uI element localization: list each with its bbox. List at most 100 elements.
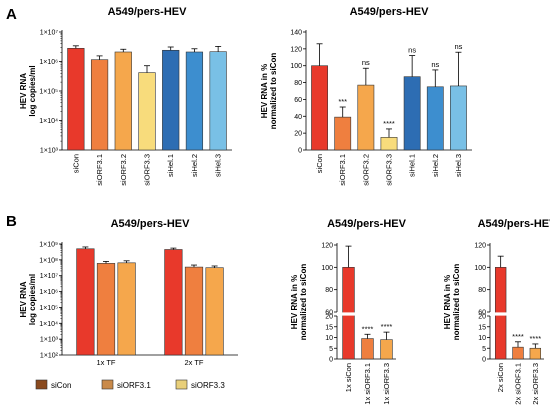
y-tick-label-5: 100	[290, 63, 302, 70]
bar-1	[90, 59, 109, 151]
bar-1	[512, 346, 524, 360]
y-tick-label-lower-1: 5	[329, 346, 333, 353]
group-label-1: 2x TF	[184, 358, 203, 367]
y-tick-label-lower-3: 15	[478, 324, 486, 331]
y-axis-label-line-1: normalized to siCon	[299, 264, 308, 341]
category-label-0: siCon	[315, 154, 324, 173]
legend-item-1: siORF3.1	[101, 379, 151, 390]
bar-4	[162, 49, 180, 151]
category-label-2: siORF3.2	[119, 154, 128, 186]
chart-title: A549/pers-HEV	[478, 218, 550, 230]
panel-label-b: B	[6, 213, 17, 230]
category-label-2: 1x siORF3.3	[382, 363, 391, 405]
category-label-3: siORF3.3	[385, 154, 394, 186]
chart-a-left: A549/pers-HEV HEV RNAlog copies/ml 1×10³ 1×…	[19, 6, 232, 186]
bar-1-0	[164, 249, 183, 356]
legend-swatch-1	[101, 379, 114, 390]
category-label-4: siHel.1	[166, 154, 175, 177]
chart-title: A549/pers-HEV	[108, 6, 188, 18]
y-tick-label-5: 1×10⁵	[39, 89, 58, 96]
bar-6	[450, 85, 467, 151]
bar-2	[357, 84, 375, 151]
y-tick-label-lower-4: 20	[478, 314, 486, 321]
axis-break-0	[341, 312, 356, 316]
bar-0	[311, 65, 328, 151]
category-label-5: siHel.2	[190, 154, 199, 177]
category-label-0: 2x siCon	[496, 363, 505, 392]
y-tick-label-lower-2: 10	[478, 335, 486, 342]
bar-2	[380, 339, 393, 360]
bar-5	[426, 86, 444, 151]
y-tick-label-upper-3: 120	[474, 243, 486, 250]
category-label-1: siORF3.1	[95, 154, 104, 186]
y-axis-label-line-1: log copies/ml	[28, 65, 37, 116]
bar-4	[403, 76, 421, 151]
legend-label-2: siORF3.3	[191, 381, 225, 390]
bar-1	[334, 116, 352, 151]
category-label-2: siORF3.2	[361, 154, 370, 186]
legend-item-0: siCon	[35, 379, 71, 390]
significance-label-5: ns	[431, 60, 439, 69]
y-axis-label-line-1: log copies/ml	[28, 274, 37, 325]
category-label-0: siCon	[71, 154, 80, 173]
y-tick-label-2: 40	[294, 114, 302, 121]
y-tick-label-3: 1×10³	[40, 337, 59, 344]
y-axis-label-line-1: normalized to siCon	[269, 53, 278, 130]
significance-label-3: ****	[383, 119, 395, 128]
category-label-6: siHel.3	[214, 154, 223, 177]
panel-label-a: A	[6, 6, 17, 23]
y-tick-label-lower-1: 5	[482, 346, 486, 353]
y-tick-label-3: 1×10³	[40, 148, 59, 155]
axis-break-0	[494, 312, 508, 316]
significance-label-1: ****	[512, 332, 524, 341]
y-tick-label-5: 1×10⁵	[39, 305, 58, 312]
y-axis-label: HEV RNA in %normalized to siCon	[290, 264, 308, 341]
category-label-3: siORF3.3	[143, 154, 152, 186]
y-axis-label-line-0: HEV RNA in %	[443, 275, 452, 329]
significance-label-1: ****	[362, 324, 374, 333]
y-axis-label: HEV RNAlog copies/ml	[19, 65, 37, 116]
legend-label-0: siCon	[51, 381, 71, 390]
bar-2	[529, 347, 542, 360]
category-label-5: siHel.2	[431, 154, 440, 177]
significance-label-6: ns	[454, 42, 462, 51]
category-label-6: siHel.3	[454, 154, 463, 177]
y-tick-label-lower-0: 0	[482, 357, 486, 364]
y-tick-label-4: 1×10⁴	[39, 321, 58, 328]
y-tick-label-4: 80	[294, 80, 302, 87]
y-axis-label: HEV RNA in %normalized to siCon	[443, 264, 461, 341]
y-tick-label-6: 1×10⁶	[39, 289, 58, 296]
y-tick-label-upper-2: 100	[474, 265, 486, 272]
significance-label-2: ****	[381, 322, 393, 331]
y-tick-label-lower-0: 0	[329, 357, 333, 364]
y-tick-label-upper-1: 80	[478, 287, 486, 294]
y-tick-label-7: 1×10⁷	[40, 273, 59, 280]
y-tick-label-upper-0: 60	[325, 310, 333, 317]
y-tick-label-7: 140	[290, 30, 302, 37]
category-label-1: 1x siORF3.1	[363, 363, 372, 405]
bar-3	[380, 137, 398, 151]
bar-0	[67, 48, 85, 151]
significance-label-2: ****	[529, 334, 541, 343]
y-tick-label-0: 0	[298, 148, 302, 155]
y-tick-label-2: 1×10²	[40, 353, 59, 360]
y-axis-label-line-0: HEV RNA	[19, 73, 28, 109]
y-tick-label-9: 1×10⁹	[39, 242, 58, 249]
y-tick-label-lower-2: 10	[325, 335, 333, 342]
legend-swatch-2	[175, 379, 188, 390]
legend-item-2: siORF3.3	[175, 379, 225, 390]
y-axis-label-line-0: HEV RNA in %	[290, 275, 299, 329]
significance-label-4: ns	[408, 46, 416, 55]
category-label-2: 2x siORF3.3	[531, 363, 540, 405]
y-axis-label-line-0: HEV RNA	[19, 281, 28, 317]
bar-1-2	[205, 267, 224, 356]
legend-label-1: siORF3.1	[117, 381, 151, 390]
category-label-4: siHel.1	[408, 154, 417, 177]
y-tick-label-4: 1×10⁴	[39, 118, 58, 125]
y-tick-label-8: 1×10⁸	[39, 257, 58, 264]
y-tick-label-lower-4: 20	[325, 314, 333, 321]
chart-b-right: A549/pers-HEV HEV RNA in %normalized to s…	[443, 218, 550, 405]
y-axis-label: HEV RNAlog copies/ml	[19, 274, 37, 325]
bar-0-0	[76, 248, 95, 356]
